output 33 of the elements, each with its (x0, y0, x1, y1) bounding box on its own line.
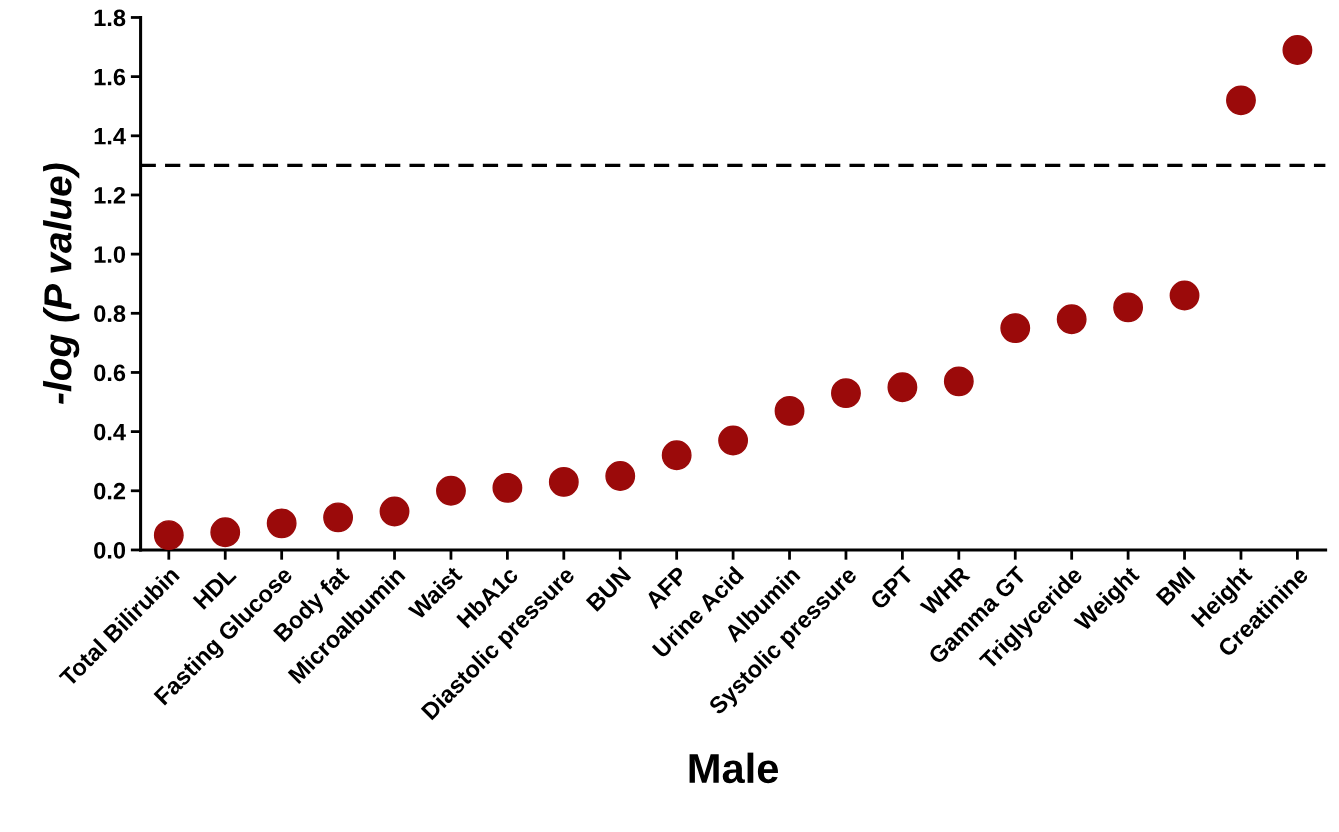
y-tick-label: 0.6 (94, 364, 126, 382)
y-axis-title: -log (P value) (43, 163, 80, 404)
point (266, 508, 297, 539)
point (210, 517, 241, 548)
x-axis-title: Male (689, 752, 778, 784)
point (1000, 313, 1031, 344)
point (153, 520, 184, 551)
point (1113, 292, 1144, 323)
y-tick-label: 1.8 (94, 9, 126, 27)
point (1169, 280, 1200, 311)
point (718, 425, 749, 456)
y-tick-label: 0.0 (94, 542, 126, 559)
point (323, 502, 354, 533)
point (1282, 35, 1313, 65)
y-tick-label: 1.0 (94, 246, 126, 263)
y-tick-label: 1.4 (94, 128, 126, 145)
point (831, 378, 861, 409)
point (492, 472, 523, 503)
point (1226, 85, 1256, 116)
point (1056, 304, 1087, 335)
y-tick-label: 0.8 (94, 305, 126, 323)
point (379, 496, 410, 527)
point (887, 372, 918, 403)
y-tick-label: 0.2 (94, 482, 126, 500)
point (661, 440, 692, 471)
point (774, 395, 805, 426)
y-tick-label: 1.6 (94, 68, 126, 86)
point (548, 466, 579, 497)
point (605, 461, 636, 491)
point (943, 366, 974, 397)
y-tick-label: 0.4 (94, 423, 126, 441)
y-tick-label: 1.2 (94, 187, 126, 204)
point (436, 475, 466, 506)
